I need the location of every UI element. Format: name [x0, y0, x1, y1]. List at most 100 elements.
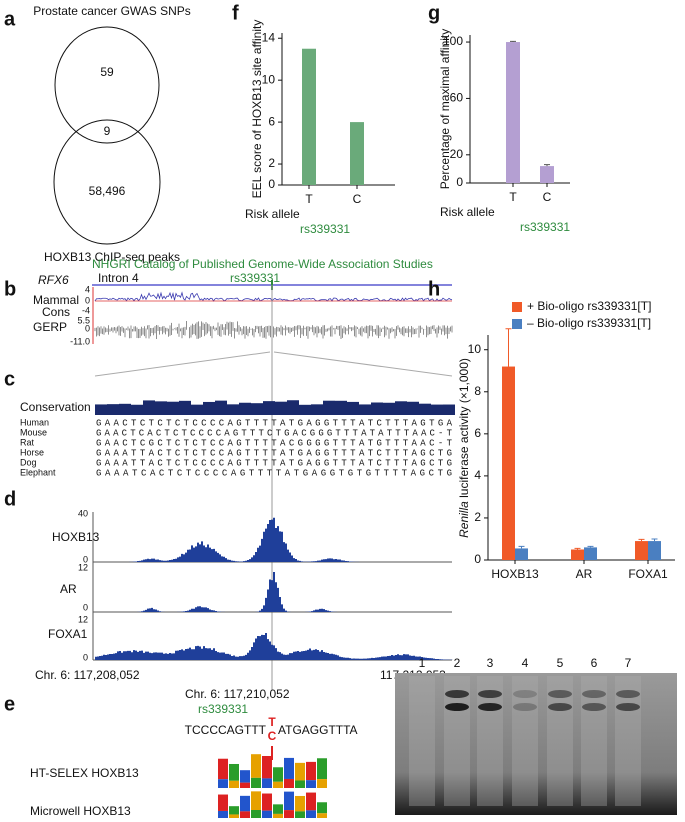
y-tick-label: 8 — [474, 384, 481, 398]
chip-tick: 12 — [78, 562, 88, 572]
band — [616, 703, 640, 711]
x-axis-label: Risk allele — [245, 207, 300, 221]
conservation-block — [359, 404, 371, 415]
logo-column — [218, 810, 228, 818]
conservation-block — [407, 401, 419, 415]
logo-column — [306, 792, 316, 811]
band — [513, 703, 537, 711]
chip-track-label: AR — [60, 582, 77, 596]
y-tick-label: 100 — [443, 34, 463, 48]
conservation-block — [143, 400, 155, 415]
band — [445, 703, 469, 711]
lane-label: 6 — [591, 656, 598, 670]
venn-title: Prostate cancer GWAS SNPs — [33, 4, 191, 18]
logo-label: Microwell HOXB13 — [30, 804, 131, 818]
band — [478, 703, 502, 711]
track-tick: 0 — [85, 295, 90, 305]
logo-column — [295, 795, 305, 812]
conservation-block — [431, 404, 443, 415]
band — [548, 690, 572, 698]
x-tick-label: T — [305, 192, 313, 206]
conservation-block — [419, 403, 431, 415]
snp-label: rs339331 — [230, 271, 280, 285]
track-tick: -11.0 — [70, 336, 90, 346]
conservation-block — [371, 402, 383, 415]
lane-label: 4 — [522, 656, 529, 670]
conservation-block — [215, 400, 227, 415]
conservation-block — [95, 404, 107, 415]
logo-column — [306, 780, 316, 788]
bar — [540, 166, 554, 183]
track-tick: 4 — [85, 284, 90, 294]
logo-column — [273, 813, 283, 818]
lane — [409, 676, 435, 806]
band — [445, 690, 469, 698]
chip-signal — [95, 571, 453, 612]
x-tick-label: T — [509, 190, 517, 204]
mammal-cons-track — [94, 291, 453, 302]
venn-circle — [53, 119, 161, 245]
x-tick-label: FOXA1 — [628, 567, 668, 581]
conservation-block — [323, 400, 335, 415]
band — [582, 690, 606, 698]
conservation-block — [347, 401, 359, 415]
bar — [515, 548, 528, 560]
species-name: Rat — [20, 437, 35, 447]
error-bar — [505, 328, 512, 367]
y-axis-label: EEL score of HOXB13 site affinity — [250, 20, 264, 199]
logo-column — [284, 791, 294, 811]
conservation-block — [335, 400, 347, 415]
x-tick-label: C — [543, 190, 552, 204]
gel-lanes — [409, 676, 641, 806]
y-tick-label: 10 — [468, 342, 482, 356]
conservation-block — [155, 401, 167, 415]
logo-column — [251, 777, 261, 788]
error-bar — [651, 538, 658, 542]
bar — [350, 122, 364, 185]
venn-count: 58,496 — [89, 184, 126, 198]
logo-label: HT-SELEX HOXB13 — [30, 766, 139, 780]
error-bar — [574, 547, 581, 550]
species-sequence: GAAATTACTCTCTCCAGTTTTATGAGGTTTATCTTTAGCT… — [96, 448, 452, 458]
band — [478, 690, 502, 698]
conservation-block — [263, 401, 275, 415]
error-bar — [544, 164, 550, 167]
panel-letter: h — [428, 278, 440, 300]
logo-column — [229, 780, 239, 788]
logo-column — [229, 763, 239, 781]
lane — [547, 676, 573, 806]
track-tick: 5.5 — [77, 315, 90, 325]
y-axis-label: Percentage of maximal affinity — [438, 29, 452, 190]
legend-swatch — [512, 319, 522, 329]
logo-column — [295, 762, 305, 781]
conservation-block — [131, 404, 143, 415]
bar — [502, 366, 515, 560]
conservation-block — [251, 403, 263, 415]
chip-track-label: FOXA1 — [48, 627, 88, 641]
intron-label: Intron 4 — [98, 271, 139, 285]
conservation-label: Conservation — [20, 400, 91, 414]
lane-label: 1 — [419, 656, 426, 670]
logo-column — [229, 814, 239, 818]
logo-column — [284, 778, 294, 788]
track-label: GERP — [33, 320, 67, 334]
species-sequence: GAAATTACTCTCCCCAGTTTTATGAGGTTTATCTTTAGCT… — [96, 458, 452, 468]
y-tick-label: 20 — [450, 147, 464, 161]
logo-column — [295, 780, 305, 788]
panel-letter: c — [4, 368, 15, 390]
logo-column — [317, 802, 327, 814]
logo-column — [240, 795, 250, 812]
track-label: Cons — [42, 305, 70, 319]
chip-tick: 0 — [83, 602, 88, 612]
y-tick-label: 60 — [450, 91, 464, 105]
conservation-block — [239, 402, 251, 415]
logo-column — [251, 810, 261, 818]
bar — [506, 42, 520, 183]
chip-coord: Chr. 6: 117,208,052 — [35, 668, 140, 682]
conservation-block — [275, 401, 287, 415]
band — [616, 690, 640, 698]
conservation-block — [443, 404, 455, 415]
logo-column — [218, 758, 228, 780]
bar — [302, 48, 316, 185]
